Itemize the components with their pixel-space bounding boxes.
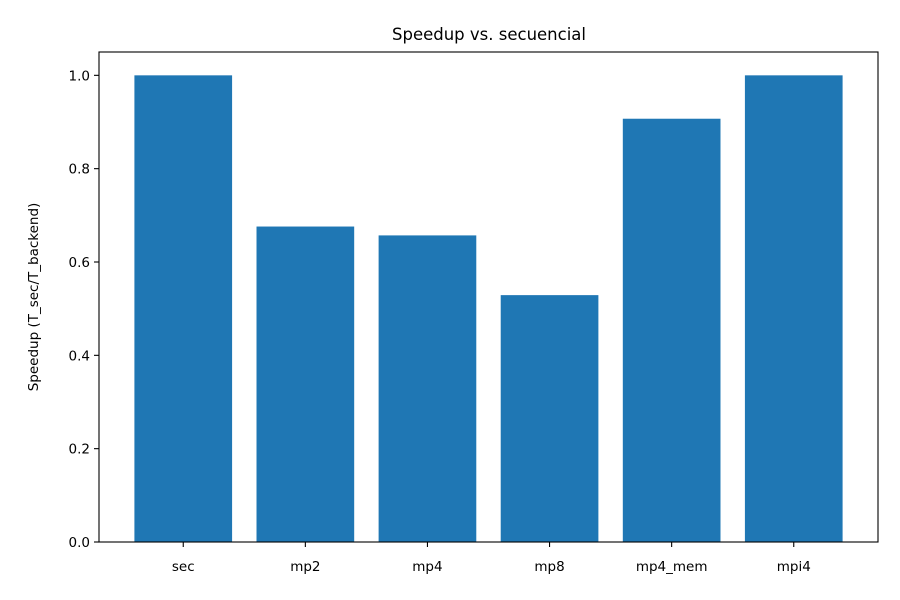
bar-sec [134, 75, 233, 542]
y-axis-label: Speedup (T_sec/T_backend) [26, 203, 42, 392]
bar-mp2 [256, 226, 355, 543]
x-tick-label-sec: sec [172, 559, 195, 575]
chart-title: Speedup vs. secuencial [392, 25, 586, 44]
y-tick-label-1: 0.2 [69, 442, 90, 458]
x-tick-label-mp4_mem: mp4_mem [636, 559, 708, 575]
x-axis-ticks: sec mp2 mp4 mp8 mp4_mem mpi4 [172, 542, 811, 575]
y-tick-label-0: 0.0 [69, 535, 90, 551]
x-tick-label-mpi4: mpi4 [777, 559, 811, 575]
bar-mpi4 [744, 75, 843, 542]
y-tick-label-5: 1.0 [69, 68, 90, 84]
y-tick-label-3: 0.6 [69, 255, 90, 271]
plot-frame [98, 51, 879, 543]
bar-mp4 [378, 235, 477, 542]
bar-mp8 [500, 295, 599, 542]
bars-group [134, 75, 843, 543]
y-axis-ticks: 0.0 0.2 0.4 0.6 0.8 1.0 [69, 68, 99, 551]
y-tick-label-4: 0.8 [69, 162, 90, 178]
x-tick-label-mp4: mp4 [412, 559, 442, 575]
x-tick-label-mp2: mp2 [290, 559, 320, 575]
bar-mp4_mem [622, 118, 721, 542]
x-tick-label-mp8: mp8 [534, 559, 564, 575]
y-tick-label-2: 0.4 [69, 348, 90, 364]
